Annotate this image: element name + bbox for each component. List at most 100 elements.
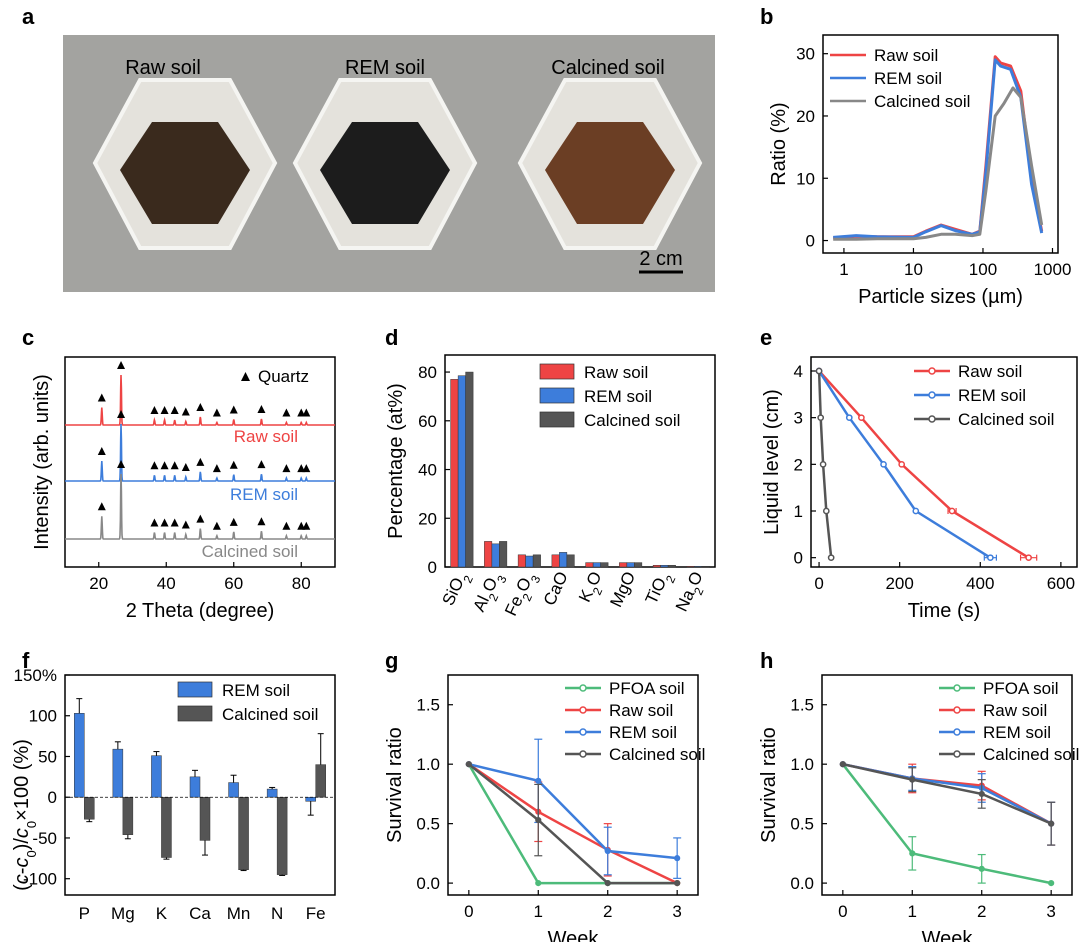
legend-label: Calcined soil — [222, 705, 318, 724]
bar-raw-soil-K2O — [585, 562, 594, 568]
rem-soil-container — [292, 78, 478, 250]
bar-raw-soil-MgO — [619, 562, 628, 568]
series-label-rem-soil: REM soil — [230, 485, 298, 504]
data-point-raw-soil — [898, 460, 906, 468]
bar-rem-soil-Mn — [228, 782, 239, 798]
legend-marker — [928, 415, 936, 423]
data-point-calcined-soil — [817, 414, 825, 422]
bar-rem-soil-Fe2O3 — [525, 555, 534, 568]
legend-swatch — [539, 363, 575, 380]
bar-rem-soil-SiO2 — [457, 375, 466, 568]
legend-label: REM soil — [584, 387, 652, 406]
quartz-marker — [181, 407, 190, 416]
panel-g-survival-chart: 0 1 2 3 0.0 0.5 1.0 1.5 Week Survival ratio PFOA s… — [384, 674, 705, 942]
quartz-marker — [257, 405, 266, 413]
x-axis-label: Time (s) — [908, 600, 981, 622]
y-tick-label: 0 — [794, 549, 803, 568]
series-label-raw-soil: Raw soil — [234, 427, 298, 446]
y-tick-label: 2 — [794, 455, 803, 474]
quartz-marker — [302, 521, 311, 530]
quartz-marker — [117, 361, 126, 369]
x-axis-label: Week — [922, 928, 974, 942]
legend-quartz-marker — [241, 372, 250, 381]
legend-label: Raw soil — [874, 46, 938, 65]
quartz-marker — [170, 518, 179, 527]
raw-soil-sample — [120, 122, 250, 224]
y-tick-label: 1.0 — [416, 755, 440, 774]
y-tick-label: 4 — [794, 362, 803, 381]
quartz-marker — [150, 518, 159, 527]
bar-rem-soil-P — [74, 713, 85, 798]
legend-swatch — [539, 387, 575, 404]
y-tick-label: 0.5 — [790, 815, 814, 834]
legend-marker — [579, 728, 587, 736]
data-point-calcined-soil — [978, 790, 985, 798]
x-tick-label: 80 — [292, 574, 311, 593]
chart-h-frame — [821, 674, 1073, 896]
x-tick-label: 0 — [464, 902, 473, 921]
quartz-marker — [297, 464, 306, 473]
y-tick-label: 1.5 — [416, 696, 440, 715]
y-axis-label: Intensity (arb. units) — [31, 374, 53, 550]
x-tick-label: 3 — [1046, 902, 1055, 921]
x-tick-label: 1 — [839, 260, 848, 279]
legend-label: Raw soil — [983, 701, 1047, 720]
x-tick-label-Na2O: Na2O — [672, 569, 712, 617]
data-point-rem-soil — [674, 855, 681, 862]
x-tick-label: 40 — [157, 574, 176, 593]
data-point-rem-soil — [912, 507, 920, 515]
legend-label: REM soil — [958, 386, 1026, 405]
y-tick-label: -50 — [32, 829, 57, 848]
x-tick-label: P — [79, 904, 90, 923]
bar-rem-soil-K — [151, 755, 162, 798]
bar-rem-soil-K2O — [592, 562, 601, 568]
panel-b-particle-size-chart: 1 10 100 1000 0 10 20 30 Particle sizes (µm) Rati… — [768, 34, 1071, 308]
quartz-marker — [181, 463, 190, 472]
legend-swatch — [177, 681, 213, 698]
data-point-rem-soil — [535, 777, 542, 784]
quartz-marker — [229, 517, 238, 526]
series-line-calcined-soil — [833, 86, 1044, 241]
legend-label: REM soil — [874, 69, 942, 88]
quartz-marker — [196, 403, 205, 411]
x-tick-label: 20 — [89, 574, 108, 593]
legend-label: REM soil — [222, 681, 290, 700]
panel-letter-h: h — [760, 648, 773, 673]
y-tick-label: 50 — [38, 747, 57, 766]
bar-calcined-soil-P — [84, 796, 95, 820]
data-point-rem-soil — [845, 414, 853, 422]
data-point-pfoa-soil — [978, 865, 985, 872]
x-axis-label: Week — [548, 928, 600, 942]
quartz-marker — [257, 460, 266, 469]
y-tick-label: 30 — [796, 45, 815, 64]
quartz-marker — [150, 461, 159, 470]
chart-d-frame — [444, 354, 716, 568]
panel-letter-b: b — [760, 4, 773, 29]
bar-raw-soil-TiO2 — [652, 565, 661, 568]
bar-rem-soil-N — [266, 788, 278, 798]
quartz-marker — [297, 521, 306, 530]
series-line-raw-soil — [842, 762, 1052, 825]
panel-letter-e: e — [760, 325, 772, 350]
y-tick-label: 1 — [794, 502, 803, 521]
bar-raw-soil-Na2O — [686, 566, 695, 568]
y-tick-label: 0.0 — [416, 874, 440, 893]
bar-calcined-soil-N — [276, 796, 288, 875]
chart-f-frame — [64, 674, 336, 896]
y-tick-label: 0 — [48, 788, 57, 807]
bar-rem-soil-MgO — [626, 562, 635, 568]
panel-c-xrd-chart: 20 40 60 80 Raw soil REM soil Calcined soil Qua… — [31, 356, 336, 622]
bar-calcined-soil-SiO2 — [465, 371, 474, 568]
panel-f-nutrient-change-chart: -100 -50 0 50 100 150% P Mg K Ca Mn N Fe (c-c0)/c0×10… — [11, 666, 336, 923]
y-axis-label: Ratio (%) — [768, 102, 790, 185]
data-point-pfoa-soil — [535, 880, 542, 887]
calcined-soil-sample — [545, 122, 675, 224]
x-tick-label: Ca — [189, 904, 211, 923]
quartz-marker — [212, 464, 221, 473]
quartz-marker — [282, 408, 291, 417]
x-tick-label: 2 — [603, 902, 612, 921]
quartz-marker — [97, 393, 106, 402]
photo-label-rem: REM soil — [345, 57, 425, 79]
bar-calcined-soil-Mn — [238, 796, 249, 870]
